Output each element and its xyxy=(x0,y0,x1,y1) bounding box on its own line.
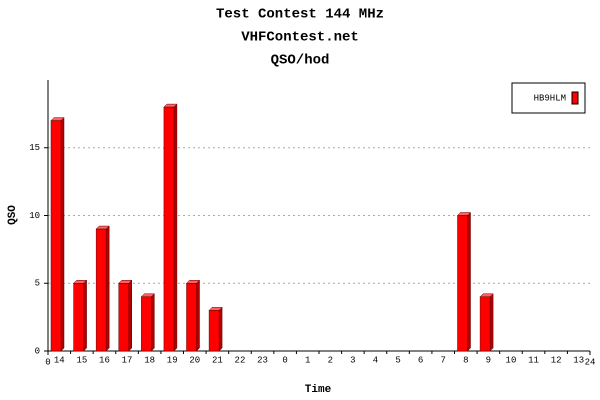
bar xyxy=(163,106,175,352)
x-tick-label: 1 xyxy=(305,355,310,365)
bar-side xyxy=(128,279,132,352)
x-tick-label: 18 xyxy=(144,355,155,365)
x-tick-label: 22 xyxy=(235,355,246,365)
bar-side xyxy=(218,306,223,352)
y-tick-label: 0 xyxy=(35,346,40,356)
x-axis-label: Time xyxy=(305,384,332,396)
bar-side xyxy=(467,211,471,352)
y-tick-label: 5 xyxy=(35,279,40,289)
bar xyxy=(73,283,84,352)
y-tick-label: 15 xyxy=(29,143,40,153)
x-tick-label: 7 xyxy=(441,355,446,365)
x-tick-label: 12 xyxy=(551,355,562,365)
x-tick-label: 21 xyxy=(212,355,223,365)
x-tick-label: 4 xyxy=(373,355,378,365)
x-tick-label: 19 xyxy=(167,355,178,365)
bar-side xyxy=(173,103,178,352)
x-tick-label: 24 xyxy=(585,357,596,367)
bar xyxy=(118,283,129,352)
bar xyxy=(95,228,107,352)
chart-subtitle: VHFContest.net xyxy=(241,30,359,46)
bar xyxy=(50,120,62,352)
x-tick-label: 5 xyxy=(395,355,400,365)
bar xyxy=(208,310,220,352)
bar xyxy=(186,283,197,352)
x-tick-label: 17 xyxy=(122,355,133,365)
bar-side xyxy=(60,117,65,352)
x-tick-label: 0 xyxy=(282,355,287,365)
x-tick-label: 23 xyxy=(257,355,268,365)
x-tick-label: 6 xyxy=(418,355,423,365)
x-tick-label: 10 xyxy=(506,355,517,365)
legend-swatch xyxy=(571,91,579,105)
bar xyxy=(457,215,468,352)
legend-label: HB9HLM xyxy=(534,93,566,103)
chart-title: Test Contest 144 MHz xyxy=(216,7,384,23)
x-tick-label: 3 xyxy=(350,355,355,365)
x-tick-label: 16 xyxy=(99,355,110,365)
bar-side xyxy=(83,279,87,352)
x-tick-label: 9 xyxy=(486,355,491,365)
y-axis-label: QSO xyxy=(7,205,19,225)
x-tick-label: 15 xyxy=(76,355,87,365)
chart-subtitle: QSO/hod xyxy=(271,53,330,69)
y-tick-label: 10 xyxy=(29,211,40,221)
bar-side xyxy=(151,293,155,352)
x-tick-label: 2 xyxy=(328,355,333,365)
x-tick-label: 14 xyxy=(54,355,65,365)
x-tick-label: 0 xyxy=(45,357,50,367)
bar xyxy=(479,296,491,352)
x-tick-label: 8 xyxy=(463,355,468,365)
bar xyxy=(141,296,152,352)
bar-side xyxy=(105,225,110,352)
x-tick-label: 13 xyxy=(573,355,584,365)
bar-side xyxy=(196,279,200,352)
x-tick-label: 11 xyxy=(528,355,539,365)
x-tick-label: 20 xyxy=(189,355,200,365)
bar-side xyxy=(489,293,494,352)
